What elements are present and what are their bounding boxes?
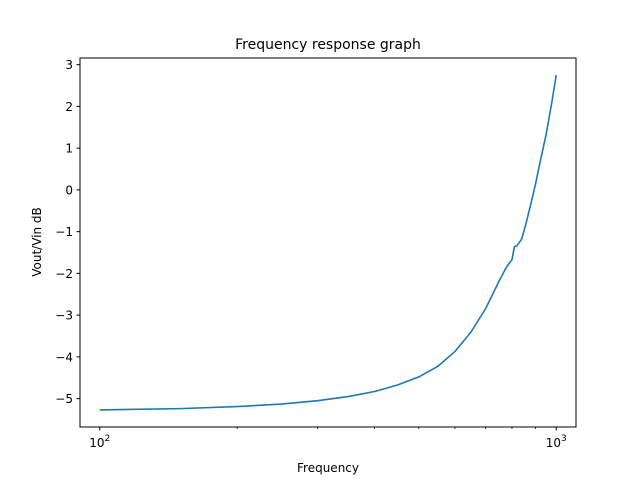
y-tick-label: 0 [65, 183, 73, 197]
x-axis-label: Frequency [297, 461, 359, 475]
plot-area [99, 74, 557, 411]
series-line-0 [99, 74, 557, 411]
y-tick-label: 3 [65, 58, 73, 72]
y-tick-label: −1 [55, 225, 73, 239]
chart-title: Frequency response graph [235, 37, 421, 53]
axis-ticks: 3 2 1 0 −1 −2 −3 −4 −5 102 103 [55, 58, 566, 450]
y-tick-label: −5 [55, 392, 73, 406]
y-tick-label: 1 [65, 142, 73, 156]
y-axis-label: Vout/Vin dB [30, 207, 44, 277]
y-tick-label: −2 [55, 267, 73, 281]
y-tick-label: 2 [65, 100, 73, 114]
y-tick-label: −3 [55, 309, 73, 323]
x-tick-label: 102 [89, 434, 110, 450]
axes-frame [79, 57, 577, 428]
x-tick-label: 103 [546, 434, 567, 450]
y-tick-label: −4 [55, 350, 73, 364]
